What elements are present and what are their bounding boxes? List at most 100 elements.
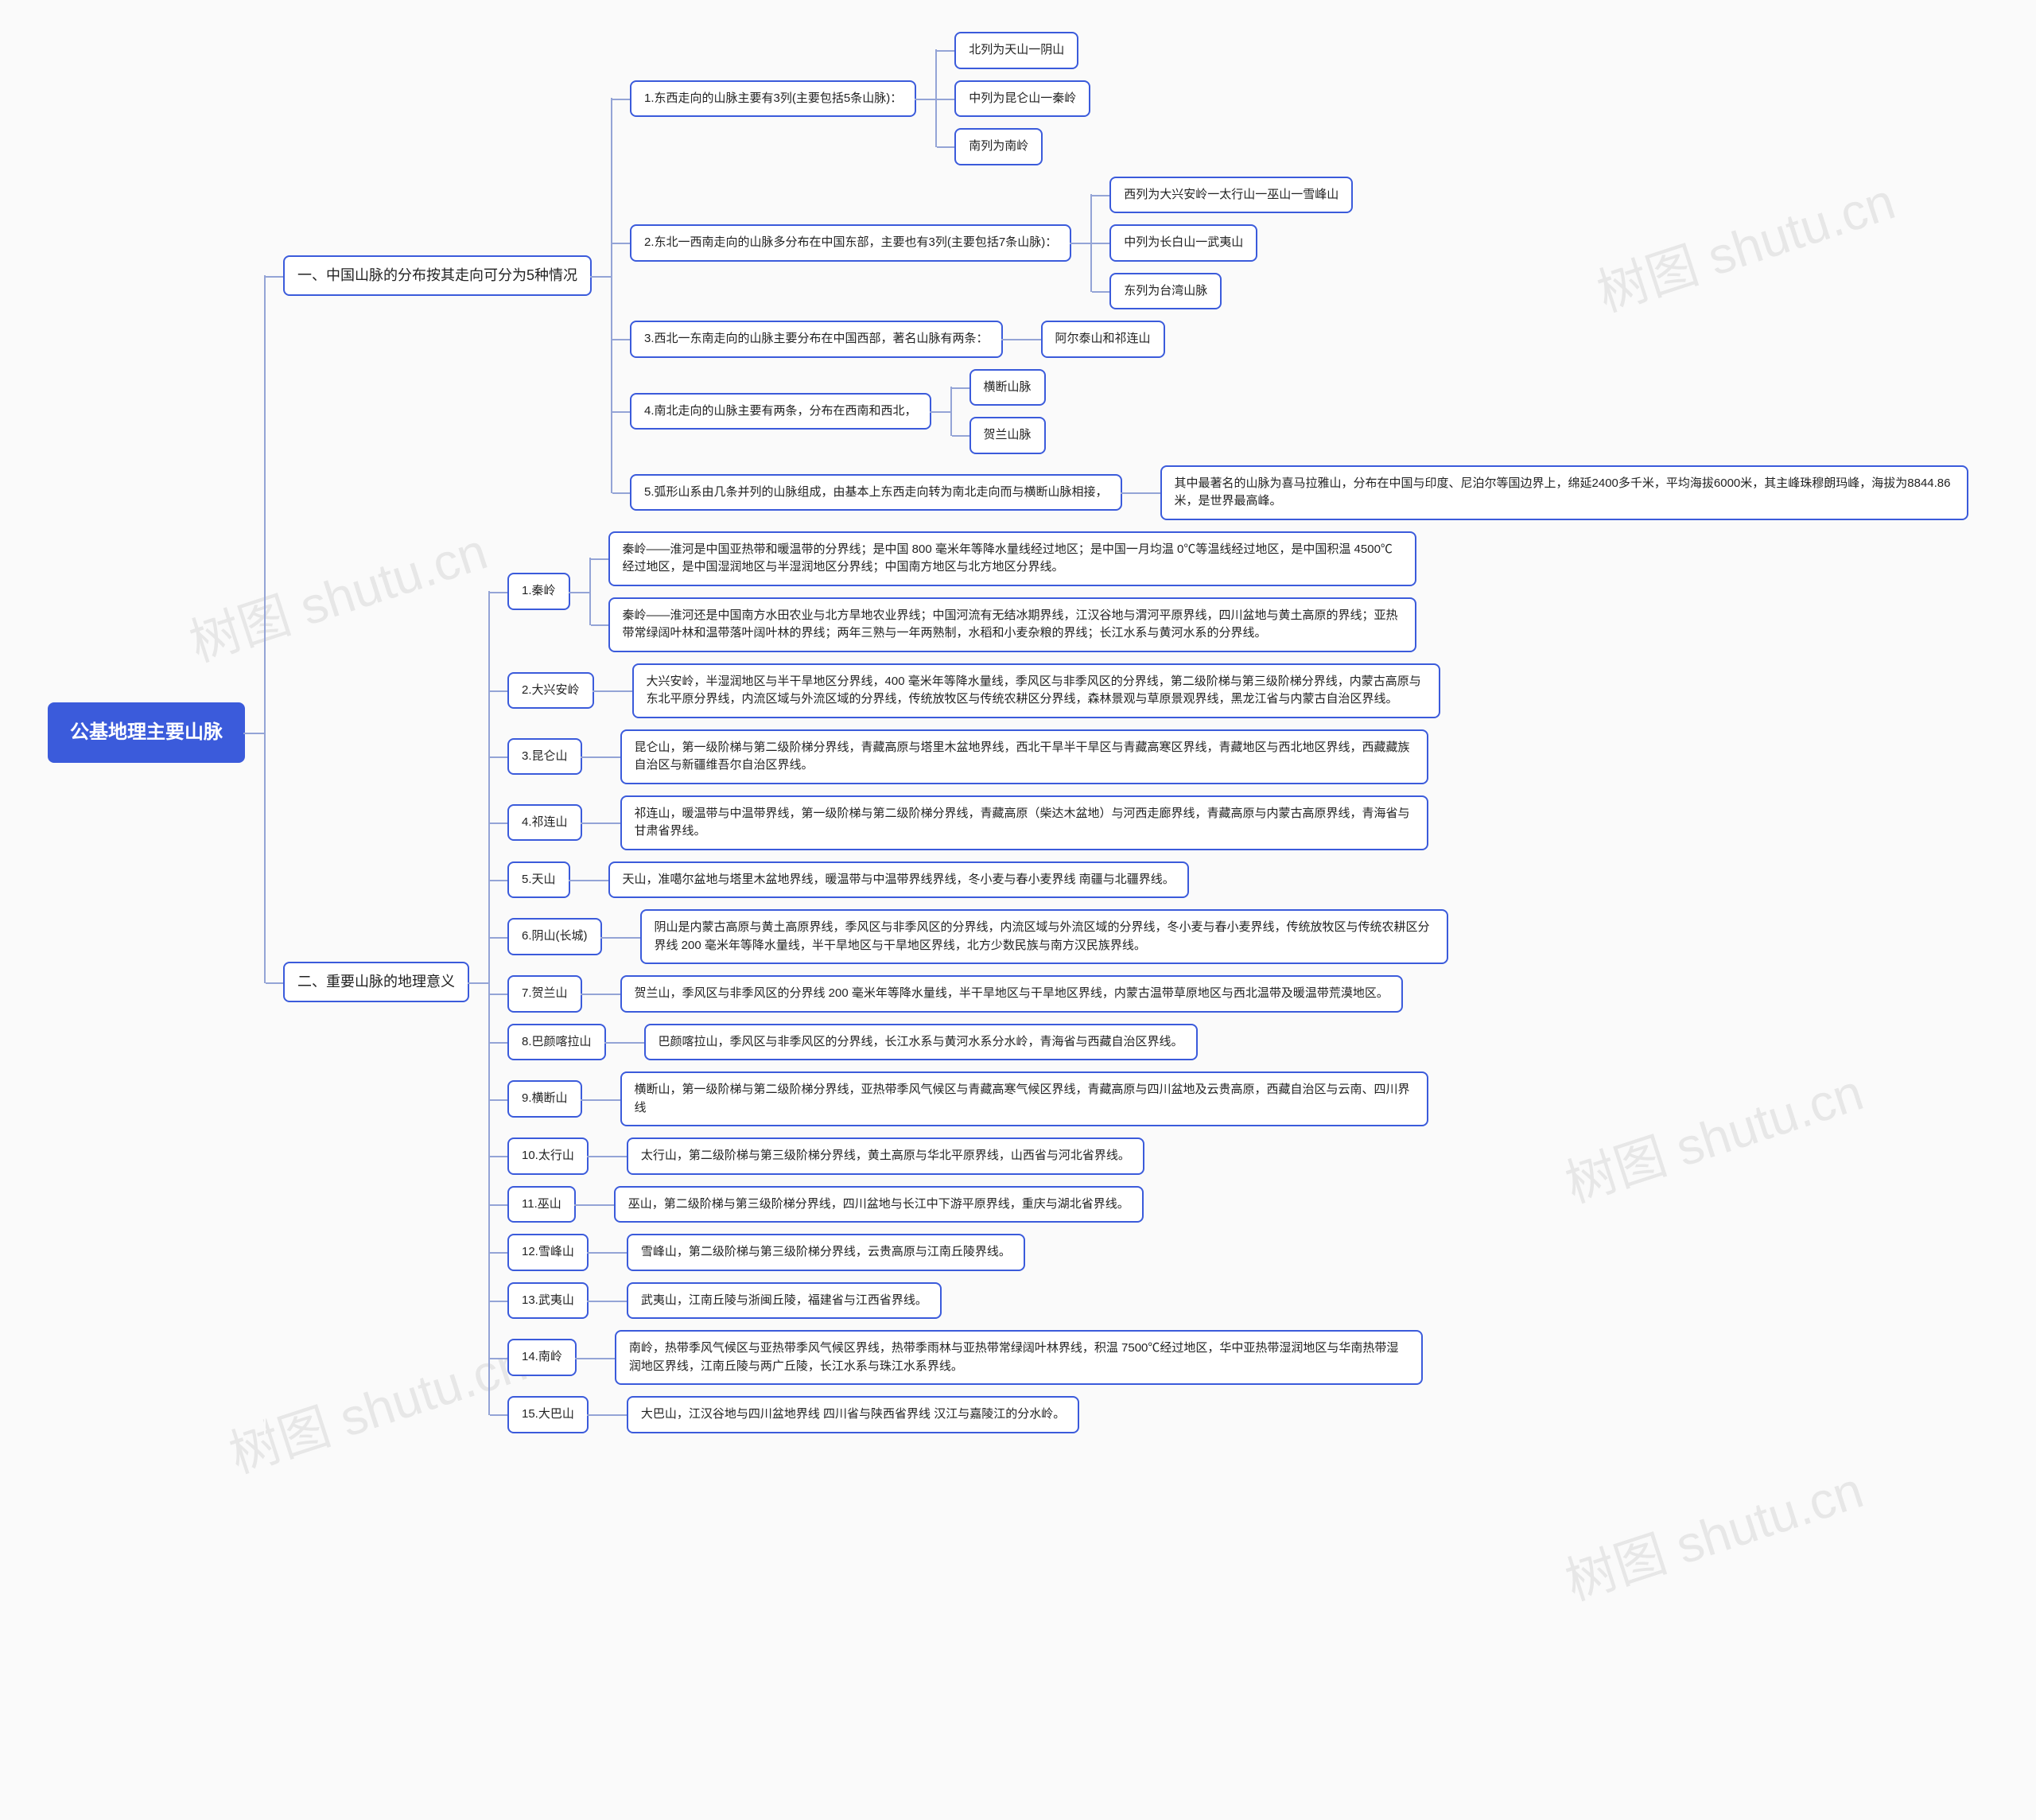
leaf-node[interactable]: 3.昆仑山 xyxy=(507,738,582,776)
node-row: 8.巴颜喀拉山 巴颜喀拉山，季风区与非季风区的分界线，长江水系与黄河水系分水岭，青… xyxy=(507,1024,1448,1061)
node-row: 3.昆仑山昆仑山，第一级阶梯与第二级阶梯分界线，青藏高原与塔里木盆地界线，西北干… xyxy=(507,729,1448,784)
mindmap-canvas: 公基地理主要山脉 一、中国山脉的分布按其走向可分为5种情况 1.东西走向的山脉主要有… xyxy=(0,0,2036,1465)
leaf-node[interactable]: 秦岭——淮河还是中国南方水田农业与北方旱地农业界线；中国河流有无结冰期界线，江汉… xyxy=(608,597,1416,652)
node-row: 南列为南岭 xyxy=(954,128,1090,165)
leaf-node[interactable]: 贺兰山脉 xyxy=(969,417,1046,454)
node-row: 秦岭——淮河是中国亚热带和暖温带的分界线；是中国 800 毫米年等降水量线经过地… xyxy=(608,531,1416,586)
node-row: 巫山，第二级阶梯与第三级阶梯分界线，四川盆地与长江中下游平原界线，重庆与湖北省界… xyxy=(614,1186,1144,1223)
leaf-node[interactable]: 14.南岭 xyxy=(507,1339,577,1376)
leaf-node[interactable]: 东列为台湾山脉 xyxy=(1109,273,1222,310)
leaf-node[interactable]: 5.弧形山系由几条并列的山脉组成，由基本上东西走向转为南北走向而与横断山脉相接， xyxy=(630,474,1122,511)
leaf-node[interactable]: 阿尔泰山和祁连山 xyxy=(1041,321,1165,358)
leaf-node[interactable]: 1.东西走向的山脉主要有3列(主要包括5条山脉)： xyxy=(630,80,916,118)
leaf-node[interactable]: 昆仑山，第一级阶梯与第二级阶梯分界线，青藏高原与塔里木盆地界线，西北干旱半干旱区… xyxy=(620,729,1428,784)
mindmap: 公基地理主要山脉 一、中国山脉的分布按其走向可分为5种情况 1.东西走向的山脉主要有… xyxy=(48,32,1968,1433)
leaf-node[interactable]: 祁连山，暖温带与中温带界线，第一级阶梯与第二级阶梯分界线，青藏高原（柴达木盆地）… xyxy=(620,795,1428,850)
leaf-node[interactable]: 11.巫山 xyxy=(507,1186,576,1223)
children: 横断山，第一级阶梯与第二级阶梯分界线，亚热带季风气候区与青藏高寒气候区界线，青藏… xyxy=(620,1071,1428,1126)
leaf-node[interactable]: 6.阴山(长城) xyxy=(507,918,602,955)
children: 一、中国山脉的分布按其走向可分为5种情况 1.东西走向的山脉主要有3列(主要包括5… xyxy=(283,32,1968,1433)
node-row: 巴颜喀拉山，季风区与非季风区的分界线，长江水系与黄河水系分水岭，青海省与西藏自治… xyxy=(644,1024,1198,1061)
children: 阴山是内蒙古高原与黄土高原界线，季风区与非季风区的分界线，内流区域与外流区域的分… xyxy=(640,909,1448,964)
children: 西列为大兴安岭一太行山一巫山一雪峰山中列为长白山一武夷山东列为台湾山脉 xyxy=(1109,177,1353,310)
leaf-node[interactable]: 9.横断山 xyxy=(507,1080,582,1118)
leaf-node[interactable]: 7.贺兰山 xyxy=(507,975,582,1013)
children: 大巴山，江汉谷地与四川盆地界线 四川省与陕西省界线 汉江与嘉陵江的分水岭。 xyxy=(627,1396,1079,1433)
branch-node[interactable]: 二、重要山脉的地理意义 xyxy=(283,962,469,1002)
node-row: 雪峰山，第二级阶梯与第三级阶梯分界线，云贵高原与江南丘陵界线。 xyxy=(627,1234,1025,1271)
branch-node[interactable]: 一、中国山脉的分布按其走向可分为5种情况 xyxy=(283,255,592,296)
leaf-node[interactable]: 2.大兴安岭 xyxy=(507,672,594,710)
root-node[interactable]: 公基地理主要山脉 xyxy=(48,702,245,763)
node-row: 1.秦岭 秦岭——淮河是中国亚热带和暖温带的分界线；是中国 800 毫米年等降水量… xyxy=(507,531,1448,652)
node-row: 13.武夷山武夷山，江南丘陵与浙闽丘陵，福建省与江西省界线。 xyxy=(507,1282,1448,1320)
leaf-node[interactable]: 中列为长白山一武夷山 xyxy=(1109,224,1257,262)
leaf-node[interactable]: 2.东北一西南走向的山脉多分布在中国东部，主要也有3列(主要包括7条山脉)： xyxy=(630,224,1071,262)
node-row: 11.巫山 巫山，第二级阶梯与第三级阶梯分界线，四川盆地与长江中下游平原界线，重庆… xyxy=(507,1186,1448,1223)
watermark: 树图 shutu.cn xyxy=(1555,1449,1871,1614)
leaf-node[interactable]: 西列为大兴安岭一太行山一巫山一雪峰山 xyxy=(1109,177,1353,214)
node-row: 其中最著名的山脉为喜马拉雅山，分布在中国与印度、尼泊尔等国边界上，绵延2400多… xyxy=(1160,465,1968,520)
leaf-node[interactable]: 12.雪峰山 xyxy=(507,1234,589,1271)
leaf-node[interactable]: 南岭，热带季风气候区与亚热带季风气候区界线，热带季雨林与亚热带常绿阔叶林界线，积… xyxy=(615,1330,1423,1385)
node-row: 7.贺兰山贺兰山，季风区与非季风区的分界线 200 毫米年等降水量线，半干旱地区… xyxy=(507,975,1448,1013)
leaf-node[interactable]: 巴颜喀拉山，季风区与非季风区的分界线，长江水系与黄河水系分水岭，青海省与西藏自治… xyxy=(644,1024,1198,1061)
node-row: 6.阴山(长城) 阴山是内蒙古高原与黄土高原界线，季风区与非季风区的分界线，内流区… xyxy=(507,909,1448,964)
leaf-node[interactable]: 8.巴颜喀拉山 xyxy=(507,1024,606,1061)
children: 巫山，第二级阶梯与第三级阶梯分界线，四川盆地与长江中下游平原界线，重庆与湖北省界… xyxy=(614,1186,1144,1223)
children: 武夷山，江南丘陵与浙闽丘陵，福建省与江西省界线。 xyxy=(627,1282,942,1320)
node-row: 2.东北一西南走向的山脉多分布在中国东部，主要也有3列(主要包括7条山脉)： 西列… xyxy=(630,177,1968,310)
children: 大兴安岭，半湿润地区与半干旱地区分界线，400 毫米年等降水量线，季风区与非季风… xyxy=(632,663,1440,718)
node-row: 1.东西走向的山脉主要有3列(主要包括5条山脉)： 北列为天山一阴山中列为昆仑山一… xyxy=(630,32,1968,165)
leaf-node[interactable]: 中列为昆仑山一秦岭 xyxy=(954,80,1090,118)
children: 祁连山，暖温带与中温带界线，第一级阶梯与第二级阶梯分界线，青藏高原（柴达木盆地）… xyxy=(620,795,1428,850)
leaf-node[interactable]: 横断山，第一级阶梯与第二级阶梯分界线，亚热带季风气候区与青藏高寒气候区界线，青藏… xyxy=(620,1071,1428,1126)
children: 1.东西走向的山脉主要有3列(主要包括5条山脉)： 北列为天山一阴山中列为昆仑山一… xyxy=(630,32,1968,520)
leaf-node[interactable]: 3.西北一东南走向的山脉主要分布在中国西部，著名山脉有两条： xyxy=(630,321,1003,358)
leaf-node[interactable]: 5.天山 xyxy=(507,861,570,899)
node-row: 横断山，第一级阶梯与第二级阶梯分界线，亚热带季风气候区与青藏高寒气候区界线，青藏… xyxy=(620,1071,1428,1126)
leaf-node[interactable]: 天山，准噶尔盆地与塔里木盆地界线，暖温带与中温带界线界线，冬小麦与春小麦界线 南… xyxy=(608,861,1189,899)
leaf-node[interactable]: 北列为天山一阴山 xyxy=(954,32,1078,69)
leaf-node[interactable]: 13.武夷山 xyxy=(507,1282,589,1320)
node-row: 横断山脉 xyxy=(969,369,1046,406)
leaf-node[interactable]: 太行山，第二级阶梯与第三级阶梯分界线，黄土高原与华北平原界线，山西省与河北省界线… xyxy=(627,1138,1144,1175)
node-row: 15.大巴山 大巴山，江汉谷地与四川盆地界线 四川省与陕西省界线 汉江与嘉陵江的分… xyxy=(507,1396,1448,1433)
leaf-node[interactable]: 大兴安岭，半湿润地区与半干旱地区分界线，400 毫米年等降水量线，季风区与非季风… xyxy=(632,663,1440,718)
leaf-node[interactable]: 4.祁连山 xyxy=(507,804,582,842)
children: 雪峰山，第二级阶梯与第三级阶梯分界线，云贵高原与江南丘陵界线。 xyxy=(627,1234,1025,1271)
node-row: 3.西北一东南走向的山脉主要分布在中国西部，著名山脉有两条： 阿尔泰山和祁连山 xyxy=(630,321,1968,358)
leaf-node[interactable]: 武夷山，江南丘陵与浙闽丘陵，福建省与江西省界线。 xyxy=(627,1282,942,1320)
leaf-node[interactable]: 秦岭——淮河是中国亚热带和暖温带的分界线；是中国 800 毫米年等降水量线经过地… xyxy=(608,531,1416,586)
mindmap-root-container: 公基地理主要山脉 一、中国山脉的分布按其走向可分为5种情况 1.东西走向的山脉主要有… xyxy=(48,32,1968,1433)
children: 其中最著名的山脉为喜马拉雅山，分布在中国与印度、尼泊尔等国边界上，绵延2400多… xyxy=(1160,465,1968,520)
node-row: 5.天山天山，准噶尔盆地与塔里木盆地界线，暖温带与中温带界线界线，冬小麦与春小麦… xyxy=(507,861,1448,899)
node-row: 秦岭——淮河还是中国南方水田农业与北方旱地农业界线；中国河流有无结冰期界线，江汉… xyxy=(608,597,1416,652)
children: 贺兰山，季风区与非季风区的分界线 200 毫米年等降水量线，半干旱地区与干旱地区… xyxy=(620,975,1403,1013)
node-row: 北列为天山一阴山 xyxy=(954,32,1090,69)
leaf-node[interactable]: 10.太行山 xyxy=(507,1138,589,1175)
leaf-node[interactable]: 15.大巴山 xyxy=(507,1396,589,1433)
node-row: 阿尔泰山和祁连山 xyxy=(1041,321,1165,358)
node-row: 中列为长白山一武夷山 xyxy=(1109,224,1353,262)
leaf-node[interactable]: 1.秦岭 xyxy=(507,573,570,610)
node-row: 14.南岭 南岭，热带季风气候区与亚热带季风气候区界线，热带季雨林与亚热带常绿阔叶… xyxy=(507,1330,1448,1385)
leaf-node[interactable]: 雪峰山，第二级阶梯与第三级阶梯分界线，云贵高原与江南丘陵界线。 xyxy=(627,1234,1025,1271)
leaf-node[interactable]: 南列为南岭 xyxy=(954,128,1043,165)
leaf-node[interactable]: 其中最著名的山脉为喜马拉雅山，分布在中国与印度、尼泊尔等国边界上，绵延2400多… xyxy=(1160,465,1968,520)
children: 昆仑山，第一级阶梯与第二级阶梯分界线，青藏高原与塔里木盆地界线，西北干旱半干旱区… xyxy=(620,729,1428,784)
children: 阿尔泰山和祁连山 xyxy=(1041,321,1165,358)
node-row: 南岭，热带季风气候区与亚热带季风气候区界线，热带季雨林与亚热带常绿阔叶林界线，积… xyxy=(615,1330,1423,1385)
leaf-node[interactable]: 4.南北走向的山脉主要有两条，分布在西南和西北， xyxy=(630,393,931,430)
node-row: 祁连山，暖温带与中温带界线，第一级阶梯与第二级阶梯分界线，青藏高原（柴达木盆地）… xyxy=(620,795,1428,850)
leaf-node[interactable]: 阴山是内蒙古高原与黄土高原界线，季风区与非季风区的分界线，内流区域与外流区域的分… xyxy=(640,909,1448,964)
node-row: 太行山，第二级阶梯与第三级阶梯分界线，黄土高原与华北平原界线，山西省与河北省界线… xyxy=(627,1138,1144,1175)
node-row: 昆仑山，第一级阶梯与第二级阶梯分界线，青藏高原与塔里木盆地界线，西北干旱半干旱区… xyxy=(620,729,1428,784)
leaf-node[interactable]: 横断山脉 xyxy=(969,369,1046,406)
leaf-node[interactable]: 贺兰山，季风区与非季风区的分界线 200 毫米年等降水量线，半干旱地区与干旱地区… xyxy=(620,975,1403,1013)
leaf-node[interactable]: 大巴山，江汉谷地与四川盆地界线 四川省与陕西省界线 汉江与嘉陵江的分水岭。 xyxy=(627,1396,1079,1433)
children: 南岭，热带季风气候区与亚热带季风气候区界线，热带季雨林与亚热带常绿阔叶林界线，积… xyxy=(615,1330,1423,1385)
leaf-node[interactable]: 巫山，第二级阶梯与第三级阶梯分界线，四川盆地与长江中下游平原界线，重庆与湖北省界… xyxy=(614,1186,1144,1223)
node-row: 大兴安岭，半湿润地区与半干旱地区分界线，400 毫米年等降水量线，季风区与非季风… xyxy=(632,663,1440,718)
children: 横断山脉贺兰山脉 xyxy=(969,369,1046,454)
